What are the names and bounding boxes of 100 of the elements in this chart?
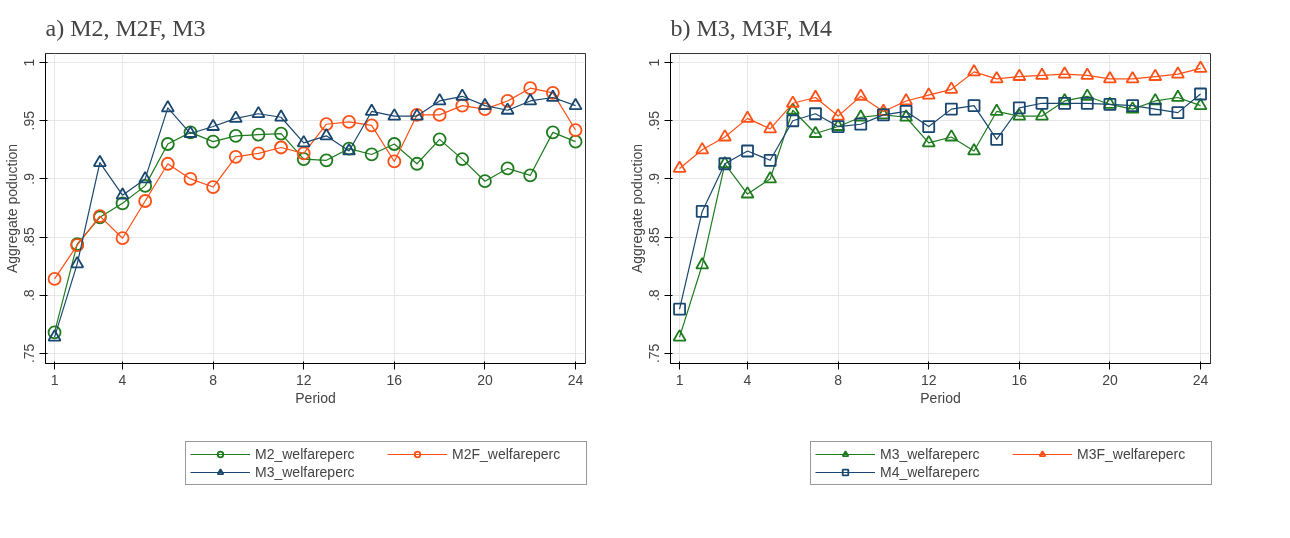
legend-label: M2_welfareperc bbox=[255, 446, 356, 462]
y-tick-label: 1 bbox=[21, 58, 38, 67]
x-tick-label: 16 bbox=[386, 371, 403, 388]
point bbox=[672, 160, 687, 173]
x-tick-label: 4 bbox=[118, 371, 127, 388]
point bbox=[967, 143, 981, 156]
x-tick-label: 1 bbox=[50, 371, 59, 388]
point bbox=[899, 109, 913, 122]
point bbox=[876, 103, 891, 116]
point bbox=[455, 88, 470, 101]
y-tick-label: .8 bbox=[21, 289, 38, 302]
point bbox=[432, 108, 447, 122]
legend-label: M2F_welfareperc bbox=[452, 446, 562, 462]
point bbox=[296, 135, 311, 148]
point bbox=[160, 137, 175, 151]
point bbox=[1080, 88, 1095, 101]
point bbox=[1057, 93, 1072, 106]
point bbox=[944, 102, 958, 116]
y-tick-label: .75 bbox=[21, 343, 38, 364]
point bbox=[47, 329, 62, 342]
point bbox=[785, 95, 800, 108]
y-axis-title: Aggregate poduction bbox=[3, 143, 20, 274]
point bbox=[1012, 108, 1027, 121]
point bbox=[922, 120, 936, 133]
point bbox=[206, 180, 221, 194]
point bbox=[545, 125, 560, 140]
x-tick-label: 12 bbox=[920, 371, 937, 388]
point bbox=[695, 141, 710, 155]
point bbox=[967, 99, 981, 113]
y-tick-label: .75 bbox=[646, 343, 663, 364]
point bbox=[92, 154, 107, 167]
point bbox=[138, 171, 153, 184]
point bbox=[364, 147, 379, 162]
legend-label: M3F_welfareperc bbox=[1077, 446, 1187, 462]
y-tick-label: .85 bbox=[21, 227, 38, 247]
x-tick-label: 24 bbox=[567, 371, 584, 388]
y-tick-label: .8 bbox=[646, 289, 663, 302]
point bbox=[854, 117, 868, 131]
point bbox=[274, 126, 288, 141]
point bbox=[763, 171, 778, 184]
point bbox=[1103, 71, 1117, 84]
point bbox=[763, 153, 777, 167]
point bbox=[899, 93, 913, 106]
x-tick-label: 20 bbox=[477, 371, 493, 388]
chart-title: a) M2, M2F, M3 bbox=[45, 15, 206, 41]
point bbox=[1148, 68, 1163, 81]
point bbox=[432, 93, 447, 106]
point bbox=[47, 272, 62, 286]
point bbox=[115, 231, 130, 246]
x-tick-label: 8 bbox=[209, 371, 218, 388]
point bbox=[296, 146, 311, 161]
point bbox=[1193, 97, 1208, 110]
point bbox=[183, 172, 198, 186]
point bbox=[523, 168, 538, 183]
point bbox=[1035, 108, 1049, 121]
x-tick-label: 4 bbox=[743, 371, 752, 388]
point bbox=[1058, 96, 1072, 110]
point bbox=[523, 81, 538, 96]
point bbox=[1080, 96, 1094, 110]
point bbox=[545, 85, 560, 100]
point bbox=[967, 64, 981, 77]
point bbox=[921, 87, 936, 100]
point bbox=[740, 186, 755, 199]
point bbox=[319, 153, 334, 168]
point bbox=[989, 71, 1004, 84]
point bbox=[695, 257, 710, 270]
point bbox=[387, 108, 402, 121]
point bbox=[741, 144, 754, 158]
point bbox=[296, 152, 311, 167]
point bbox=[206, 118, 221, 131]
point bbox=[1035, 96, 1049, 110]
point bbox=[1194, 87, 1207, 101]
x-tick-label: 20 bbox=[1102, 371, 1118, 388]
point bbox=[944, 129, 959, 142]
point bbox=[1193, 60, 1208, 73]
point bbox=[410, 156, 424, 171]
point bbox=[1148, 102, 1162, 116]
point bbox=[1170, 66, 1185, 79]
point bbox=[478, 174, 492, 189]
point bbox=[500, 161, 515, 176]
point bbox=[1057, 66, 1072, 79]
point bbox=[717, 129, 732, 142]
point bbox=[319, 117, 334, 132]
point bbox=[455, 98, 470, 113]
legend-label: M3_welfareperc bbox=[255, 464, 356, 480]
x-axis-title: Period bbox=[295, 389, 336, 406]
point bbox=[1035, 67, 1049, 80]
point bbox=[695, 205, 709, 218]
point bbox=[432, 132, 447, 147]
point bbox=[672, 329, 687, 342]
point bbox=[115, 187, 130, 200]
point bbox=[160, 156, 175, 171]
point bbox=[319, 128, 334, 141]
point bbox=[808, 125, 823, 138]
y-tick-label: .9 bbox=[21, 172, 38, 185]
point bbox=[364, 118, 379, 133]
point bbox=[228, 110, 243, 123]
point bbox=[251, 105, 266, 119]
point bbox=[1012, 68, 1027, 81]
x-tick-label: 24 bbox=[1192, 371, 1209, 388]
